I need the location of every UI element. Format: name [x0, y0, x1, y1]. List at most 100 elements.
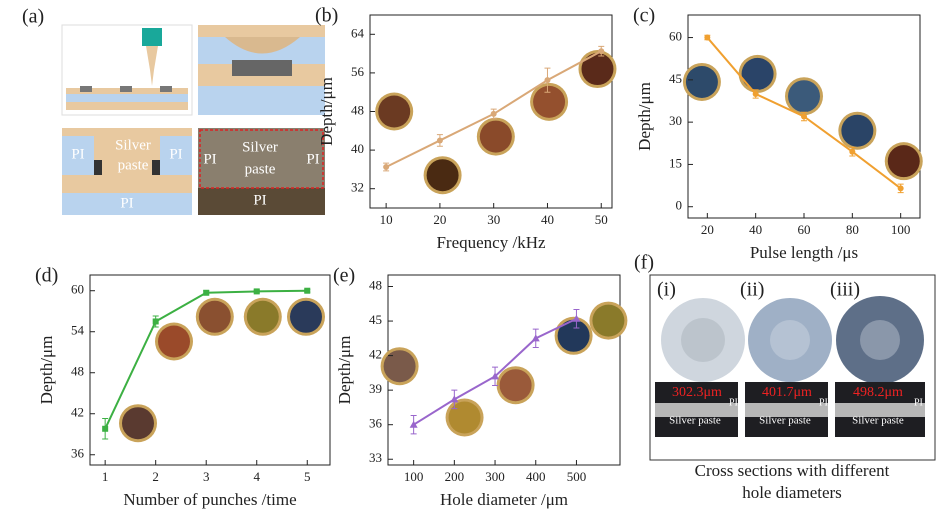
- y-axis-label: Depth/μm: [37, 336, 56, 405]
- data-point: [531, 334, 540, 342]
- x-tick-label: 40: [541, 212, 554, 227]
- y-tick-label: 64: [351, 25, 365, 40]
- x-tick-label: 4: [253, 469, 260, 484]
- y-tick-label: 42: [369, 347, 382, 362]
- schematic-label: PI: [203, 151, 216, 167]
- data-point: [383, 163, 390, 170]
- sub-label: (iii): [830, 279, 860, 301]
- x-axis-label: Pulse length /μs: [750, 243, 858, 262]
- data-point: [704, 34, 711, 41]
- pi-label: PI: [729, 397, 738, 408]
- y-tick-label: 30: [669, 113, 682, 128]
- y-tick-label: 42: [71, 405, 84, 420]
- hole-image: [841, 114, 874, 147]
- y-tick-label: 0: [676, 198, 683, 213]
- x-tick-label: 20: [433, 212, 446, 227]
- hole-image: [592, 304, 625, 337]
- data-point: [572, 314, 581, 322]
- y-tick-label: 32: [351, 180, 364, 195]
- panel-label: (b): [315, 5, 338, 27]
- hole-image: [383, 350, 416, 383]
- schematic-label: PI: [169, 146, 182, 162]
- x-tick-label: 80: [846, 222, 859, 237]
- y-tick-label: 39: [369, 381, 382, 396]
- hole-image: [581, 53, 614, 86]
- paste-label: Silver paste: [759, 415, 811, 427]
- y-axis-label: Depth/μm: [317, 77, 336, 146]
- hole-image: [479, 120, 512, 153]
- x-axis-label: Number of punches /time: [123, 490, 296, 509]
- x-tick-label: 30: [487, 212, 500, 227]
- data-point: [544, 77, 551, 84]
- x-tick-label: 50: [595, 212, 608, 227]
- pi-label: PI: [914, 397, 923, 408]
- y-tick-label: 33: [369, 450, 382, 465]
- y-tick-label: 15: [669, 155, 682, 170]
- plot-frame: [89, 274, 331, 466]
- schematic-label: paste: [118, 157, 149, 173]
- data-point: [253, 288, 260, 295]
- data-point: [304, 287, 311, 294]
- schematic-label: paste: [245, 161, 276, 177]
- x-tick-label: 2: [152, 469, 159, 484]
- hole-image: [685, 65, 718, 98]
- hole-image: [499, 369, 532, 402]
- hole-image: [426, 159, 459, 192]
- x-tick-label: 10: [380, 212, 393, 227]
- data-point: [897, 185, 904, 192]
- measurement: 302.3μm: [672, 385, 722, 400]
- data-point: [436, 137, 443, 144]
- schematic-label: Silver: [115, 137, 151, 153]
- hole-image: [378, 95, 411, 128]
- y-tick-label: 60: [71, 282, 84, 297]
- schematic: [61, 24, 325, 215]
- hole-image: [246, 300, 279, 333]
- y-tick-label: 36: [71, 446, 85, 461]
- hole-image: [448, 401, 481, 434]
- hole-image: [158, 325, 190, 358]
- data-point: [152, 318, 159, 325]
- hole-image: [788, 80, 820, 113]
- cross-section-panel: [649, 274, 936, 461]
- hole-image: [741, 57, 774, 90]
- schematic-label: PI: [120, 195, 133, 211]
- x-tick-label: 200: [445, 469, 465, 484]
- schematic-label: Silver: [242, 139, 278, 155]
- data-point: [598, 48, 605, 55]
- y-tick-label: 60: [669, 29, 682, 44]
- hole-image: [533, 85, 566, 118]
- x-tick-label: 1: [102, 469, 109, 484]
- x-tick-label: 5: [304, 469, 311, 484]
- x-tick-label: 3: [203, 469, 210, 484]
- hole-image: [290, 300, 322, 333]
- caption: Cross sections with different: [695, 461, 890, 480]
- x-tick-label: 400: [526, 469, 546, 484]
- panel-label: (e): [333, 265, 355, 287]
- schematic-label: PI: [306, 151, 319, 167]
- x-tick-label: 100: [891, 222, 911, 237]
- y-axis-label: Depth/μm: [335, 336, 354, 405]
- y-axis-label: Depth/μm: [635, 82, 654, 151]
- x-tick-label: 60: [798, 222, 811, 237]
- data-point: [450, 395, 459, 403]
- data-point: [801, 113, 807, 120]
- plot-frame: [387, 274, 621, 466]
- panel-label: (a): [22, 6, 44, 28]
- data-point: [409, 420, 418, 428]
- y-tick-label: 54: [71, 323, 85, 338]
- data-point: [203, 289, 210, 296]
- data-point: [752, 90, 759, 97]
- measurement: 498.2μm: [853, 385, 903, 400]
- y-tick-label: 56: [351, 64, 365, 79]
- hole-image: [557, 319, 590, 352]
- x-tick-label: 300: [485, 469, 505, 484]
- x-axis-label: Frequency /kHz: [436, 233, 546, 252]
- schematic-label: PI: [253, 192, 266, 208]
- x-tick-label: 20: [701, 222, 714, 237]
- y-tick-label: 45: [669, 71, 682, 86]
- sub-label: (ii): [740, 279, 764, 301]
- schematic-label: PI: [71, 146, 84, 162]
- sub-label: (i): [657, 279, 676, 301]
- panel-label: (c): [633, 5, 655, 27]
